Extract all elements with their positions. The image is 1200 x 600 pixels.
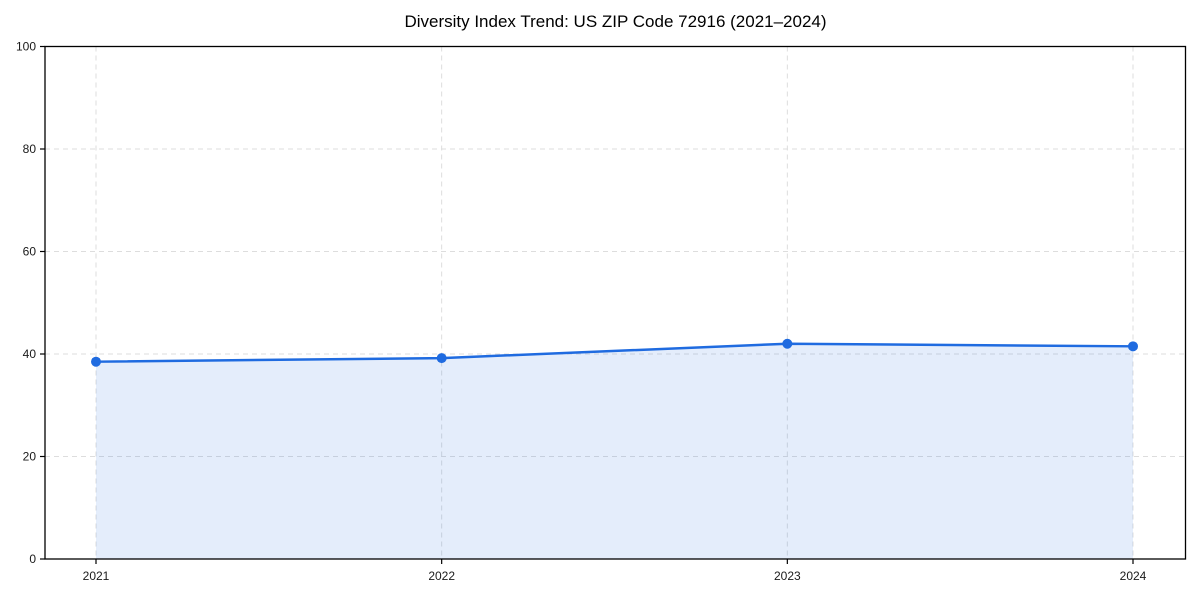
x-tick-label: 2024 — [1120, 569, 1147, 583]
trend-line — [95, 342, 1134, 363]
data-point-marker — [1128, 341, 1138, 352]
y-tick-label: 0 — [29, 552, 36, 566]
x-tick-label: 2023 — [774, 569, 801, 583]
area-fill — [96, 343, 1133, 559]
plot-border — [44, 45, 1187, 560]
y-tick-label: 20 — [23, 450, 37, 464]
data-point-marker — [436, 353, 447, 364]
y-tick-label: 100 — [16, 40, 36, 54]
y-tick-label: 40 — [23, 347, 37, 361]
x-tick-label: 2022 — [428, 569, 455, 583]
data-point-marker — [91, 356, 101, 367]
x-tick-label: 2021 — [83, 569, 110, 583]
y-tick-label: 80 — [23, 142, 37, 156]
chart-title: Diversity Index Trend: US ZIP Code 72916… — [404, 12, 827, 31]
data-point-marker — [782, 338, 793, 349]
y-tick-label: 60 — [23, 245, 37, 259]
